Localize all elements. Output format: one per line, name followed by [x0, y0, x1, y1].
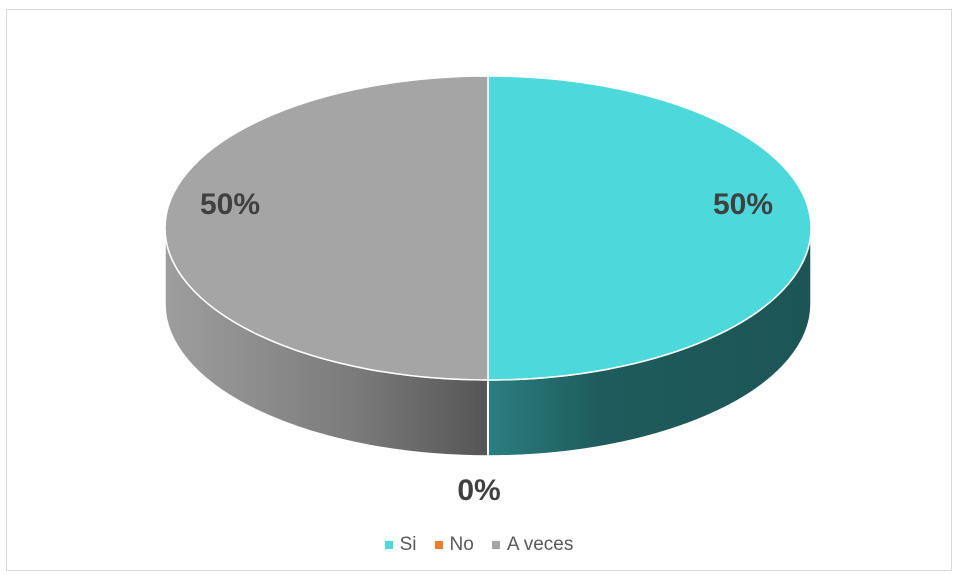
legend-label-a-veces: A veces — [506, 534, 574, 555]
legend-label-si: Si — [399, 534, 417, 555]
data-label-a-veces: 50% — [200, 188, 260, 221]
pie-slice-si — [487, 75, 812, 381]
legend-swatch-si — [384, 541, 393, 549]
data-label-no: 0% — [457, 474, 500, 507]
legend-item-a-veces: A veces — [491, 534, 574, 556]
legend-item-no: No — [434, 534, 474, 556]
legend-swatch-no — [434, 541, 443, 549]
legend-item-si: Si — [384, 534, 417, 556]
legend: Si No A veces — [0, 534, 958, 556]
legend-swatch-a-veces — [491, 541, 500, 549]
data-label-si: 50% — [713, 188, 773, 221]
legend-label-no: No — [449, 534, 474, 555]
pie-slice-a-veces — [164, 75, 489, 381]
